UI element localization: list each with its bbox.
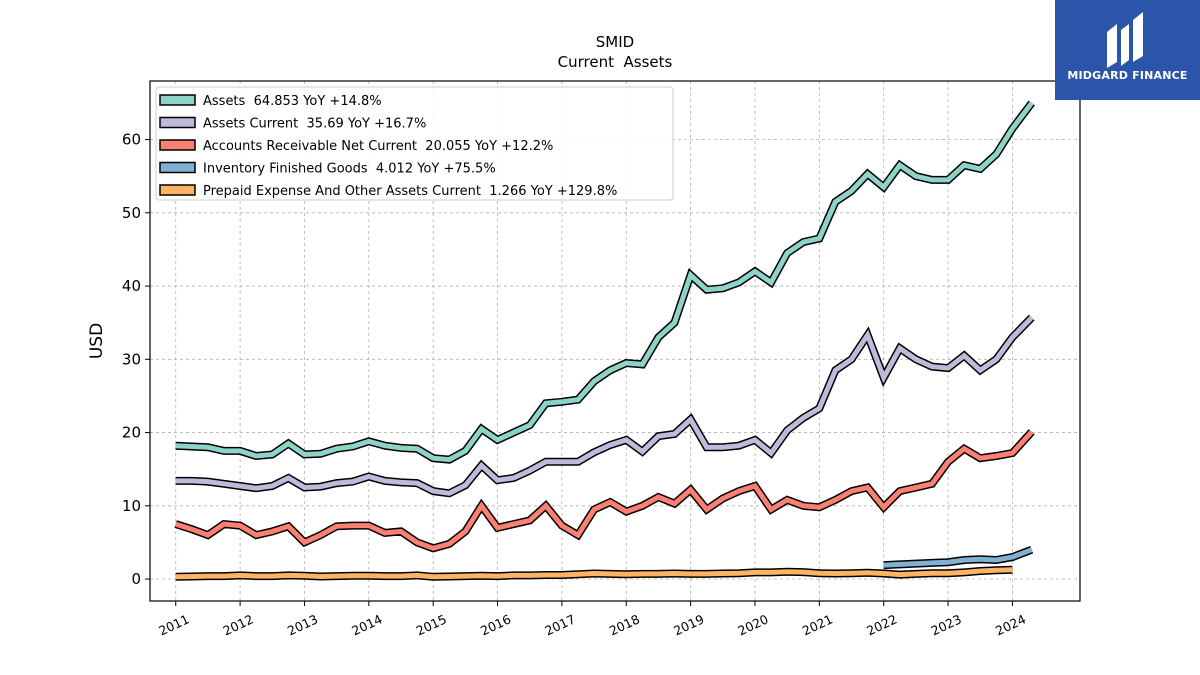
y-tick-label: 10	[122, 497, 141, 515]
series-line	[883, 547, 1033, 568]
legend-label: Accounts Receivable Net Current 20.055 Y…	[203, 139, 553, 154]
series-line	[174, 430, 1034, 551]
x-tick-label: 2018	[607, 611, 642, 638]
x-tick-label: 2014	[349, 611, 384, 638]
series-layer	[174, 100, 1035, 581]
x-tick-label: 2023	[929, 611, 964, 638]
legend-label: Inventory Finished Goods 4.012 YoY +75.5…	[203, 162, 496, 177]
y-tick-label: 50	[122, 204, 141, 222]
legend-swatch	[159, 139, 196, 151]
legend-swatch	[159, 116, 196, 129]
x-tick-label: 2011	[156, 611, 191, 638]
y-tick-label: 40	[122, 277, 141, 295]
legend-swatch	[159, 161, 196, 174]
x-tick-label: 2022	[864, 611, 899, 638]
y-tick-label: 60	[122, 131, 141, 149]
x-tick-label: 2016	[478, 611, 513, 638]
y-ticks: 0 10 20 30 40 50 60	[122, 131, 150, 588]
legend-label: Prepaid Expense And Other Assets Current…	[203, 184, 617, 199]
x-tick-label: 2013	[285, 611, 320, 638]
y-tick-label: 20	[122, 424, 141, 442]
series-line	[175, 567, 1013, 580]
y-axis-label: USD	[87, 323, 107, 359]
x-tick-label: 2020	[735, 611, 770, 638]
y-tick-label: 30	[122, 350, 141, 368]
brand-name: MIDGARD FINANCE	[1067, 69, 1188, 82]
x-tick-label: 2015	[414, 611, 449, 638]
legend-label: Assets Current 35.69 YoY +16.7%	[203, 117, 426, 132]
x-tick-label: 2021	[800, 611, 835, 638]
x-tick-label: 2017	[542, 611, 577, 638]
y-tick-label: 0	[131, 570, 141, 588]
legend-box	[155, 86, 674, 201]
legend-swatch	[159, 184, 196, 196]
x-tick-label: 2019	[671, 611, 706, 638]
plot-frame	[149, 80, 1081, 602]
chart-title: SMID	[596, 33, 634, 51]
logo-mark-icon	[1107, 12, 1143, 68]
legend-label: Assets 64.853 YoY +14.8%	[203, 94, 382, 109]
brand-logo: MIDGARD FINANCE	[1055, 0, 1200, 100]
legend-swatch	[159, 94, 196, 106]
series-line	[175, 315, 1034, 496]
x-tick-label: 2024	[993, 611, 1028, 638]
legend: Assets 64.853 YoY +14.8% Assets Current 3…	[155, 86, 674, 201]
x-tick-label: 2012	[221, 611, 256, 638]
series-line	[175, 101, 1034, 463]
x-ticks: 2011 2012 2013 2014 2015 2016 2017 2018 2019 2020…	[156, 601, 1028, 638]
chart-subtitle: Current Assets	[558, 53, 673, 71]
